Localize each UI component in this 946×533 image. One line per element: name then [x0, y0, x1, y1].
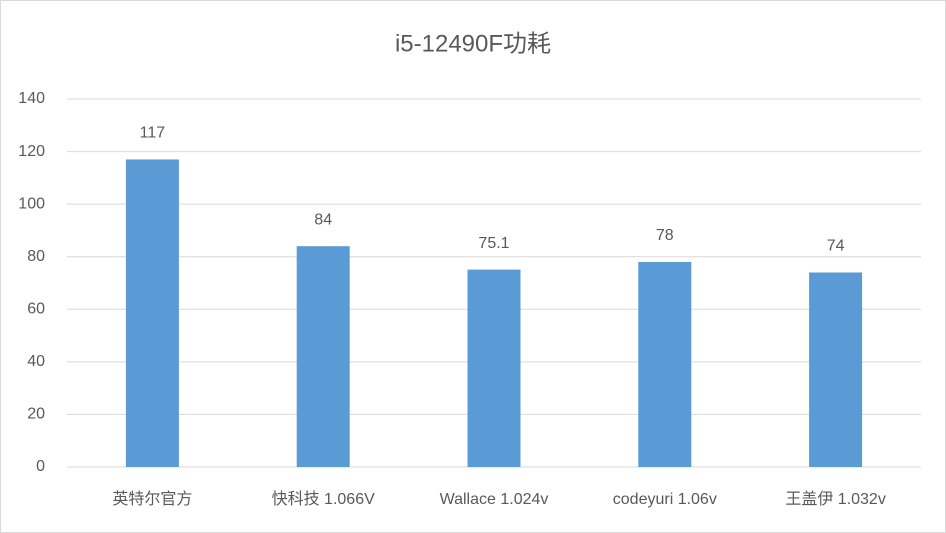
y-tick-label: 100 — [18, 195, 45, 212]
bar — [638, 261, 692, 467]
bar — [467, 269, 521, 467]
data-label: 75.1 — [478, 235, 509, 252]
y-tick-label: 40 — [27, 353, 45, 370]
bar — [296, 246, 350, 467]
x-tick-label: codeyuri 1.06v — [613, 491, 717, 508]
data-label: 78 — [656, 227, 674, 244]
chart-title: i5-12490F功耗 — [395, 30, 551, 57]
y-tick-label: 20 — [27, 406, 45, 423]
data-label: 117 — [140, 125, 166, 142]
x-tick-label: 快科技 1.066V — [272, 490, 375, 508]
bar — [125, 159, 179, 467]
y-tick-label: 80 — [27, 248, 45, 265]
data-label: 74 — [827, 238, 845, 255]
y-tick-label: 60 — [27, 301, 45, 318]
x-tick-label: 王盖伊 1.032v — [785, 490, 886, 508]
y-tick-label: 0 — [36, 458, 45, 475]
x-tick-label: 英特尔官方 — [112, 490, 192, 508]
data-label: 84 — [314, 211, 332, 228]
x-tick-label: Wallace 1.024v — [440, 491, 549, 508]
bar — [809, 272, 863, 467]
y-tick-label: 120 — [18, 143, 45, 160]
y-tick-label: 140 — [18, 90, 45, 107]
